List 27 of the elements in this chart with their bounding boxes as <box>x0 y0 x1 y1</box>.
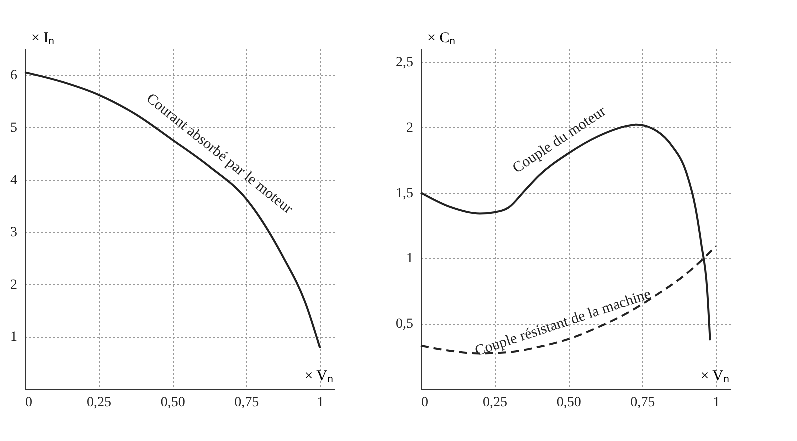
y-axis-title: × Cₙ <box>428 30 456 46</box>
y-axis-title: × Iₙ <box>32 30 55 46</box>
y-tick-label: 0,5 <box>396 317 414 332</box>
y-tick-label: 1,5 <box>396 186 414 202</box>
y-tick-label: 2 <box>10 278 18 293</box>
x-tick-label: 1 <box>713 396 720 410</box>
x-tick-label: 0 <box>422 396 428 410</box>
text: Couple résistant de la machine <box>473 286 654 360</box>
x-tick-label: 0,50 <box>556 396 582 410</box>
line-series <box>24 72 322 350</box>
y-tick-label: 2 <box>406 120 414 136</box>
y-tick-label: 3 <box>10 226 18 241</box>
x-axis-title: × Vₙ <box>304 368 334 384</box>
x-tick-label: 0,25 <box>87 396 112 410</box>
x-axis-title: × Vₙ <box>700 368 730 384</box>
x-tick-label: 1 <box>317 396 324 410</box>
y-tick-label: 1 <box>10 330 18 346</box>
x-tick-label: 0,50 <box>160 396 186 410</box>
x-tick-label: 0,25 <box>483 396 508 410</box>
x-tick-label: 0 <box>26 396 32 410</box>
x-tick-label: 0,75 <box>234 396 260 410</box>
y-tick-label: 4 <box>10 173 18 188</box>
y-tick-label: 6 <box>10 68 18 84</box>
y-tick-label: 1 <box>406 252 414 267</box>
y-tick-label: 5 <box>10 120 18 136</box>
y-tick-label: 2,5 <box>396 56 414 71</box>
x-tick-label: 0,75 <box>630 396 656 410</box>
